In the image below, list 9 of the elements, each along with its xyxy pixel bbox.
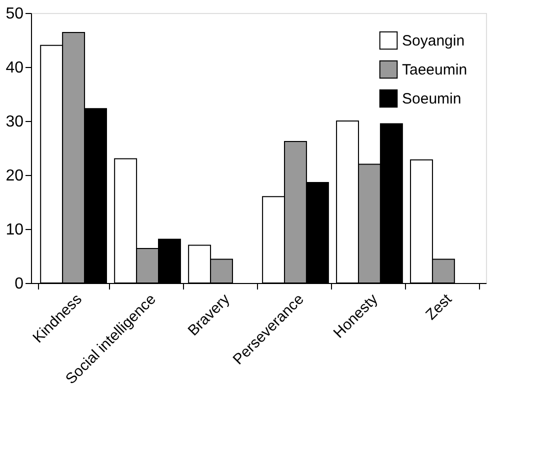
y-tick-label: 40 [6,60,24,76]
legend-label: Soyangin [402,32,465,50]
legend-label: Soeumin [402,90,462,108]
y-tick-label: 20 [6,168,24,184]
y-tick-label: 30 [6,114,24,130]
legend-label: Taeeumin [402,62,468,78]
y-tick-label: 50 [6,6,24,22]
y-tick-label: 0 [14,276,24,292]
y-tick-label: 10 [6,222,24,238]
